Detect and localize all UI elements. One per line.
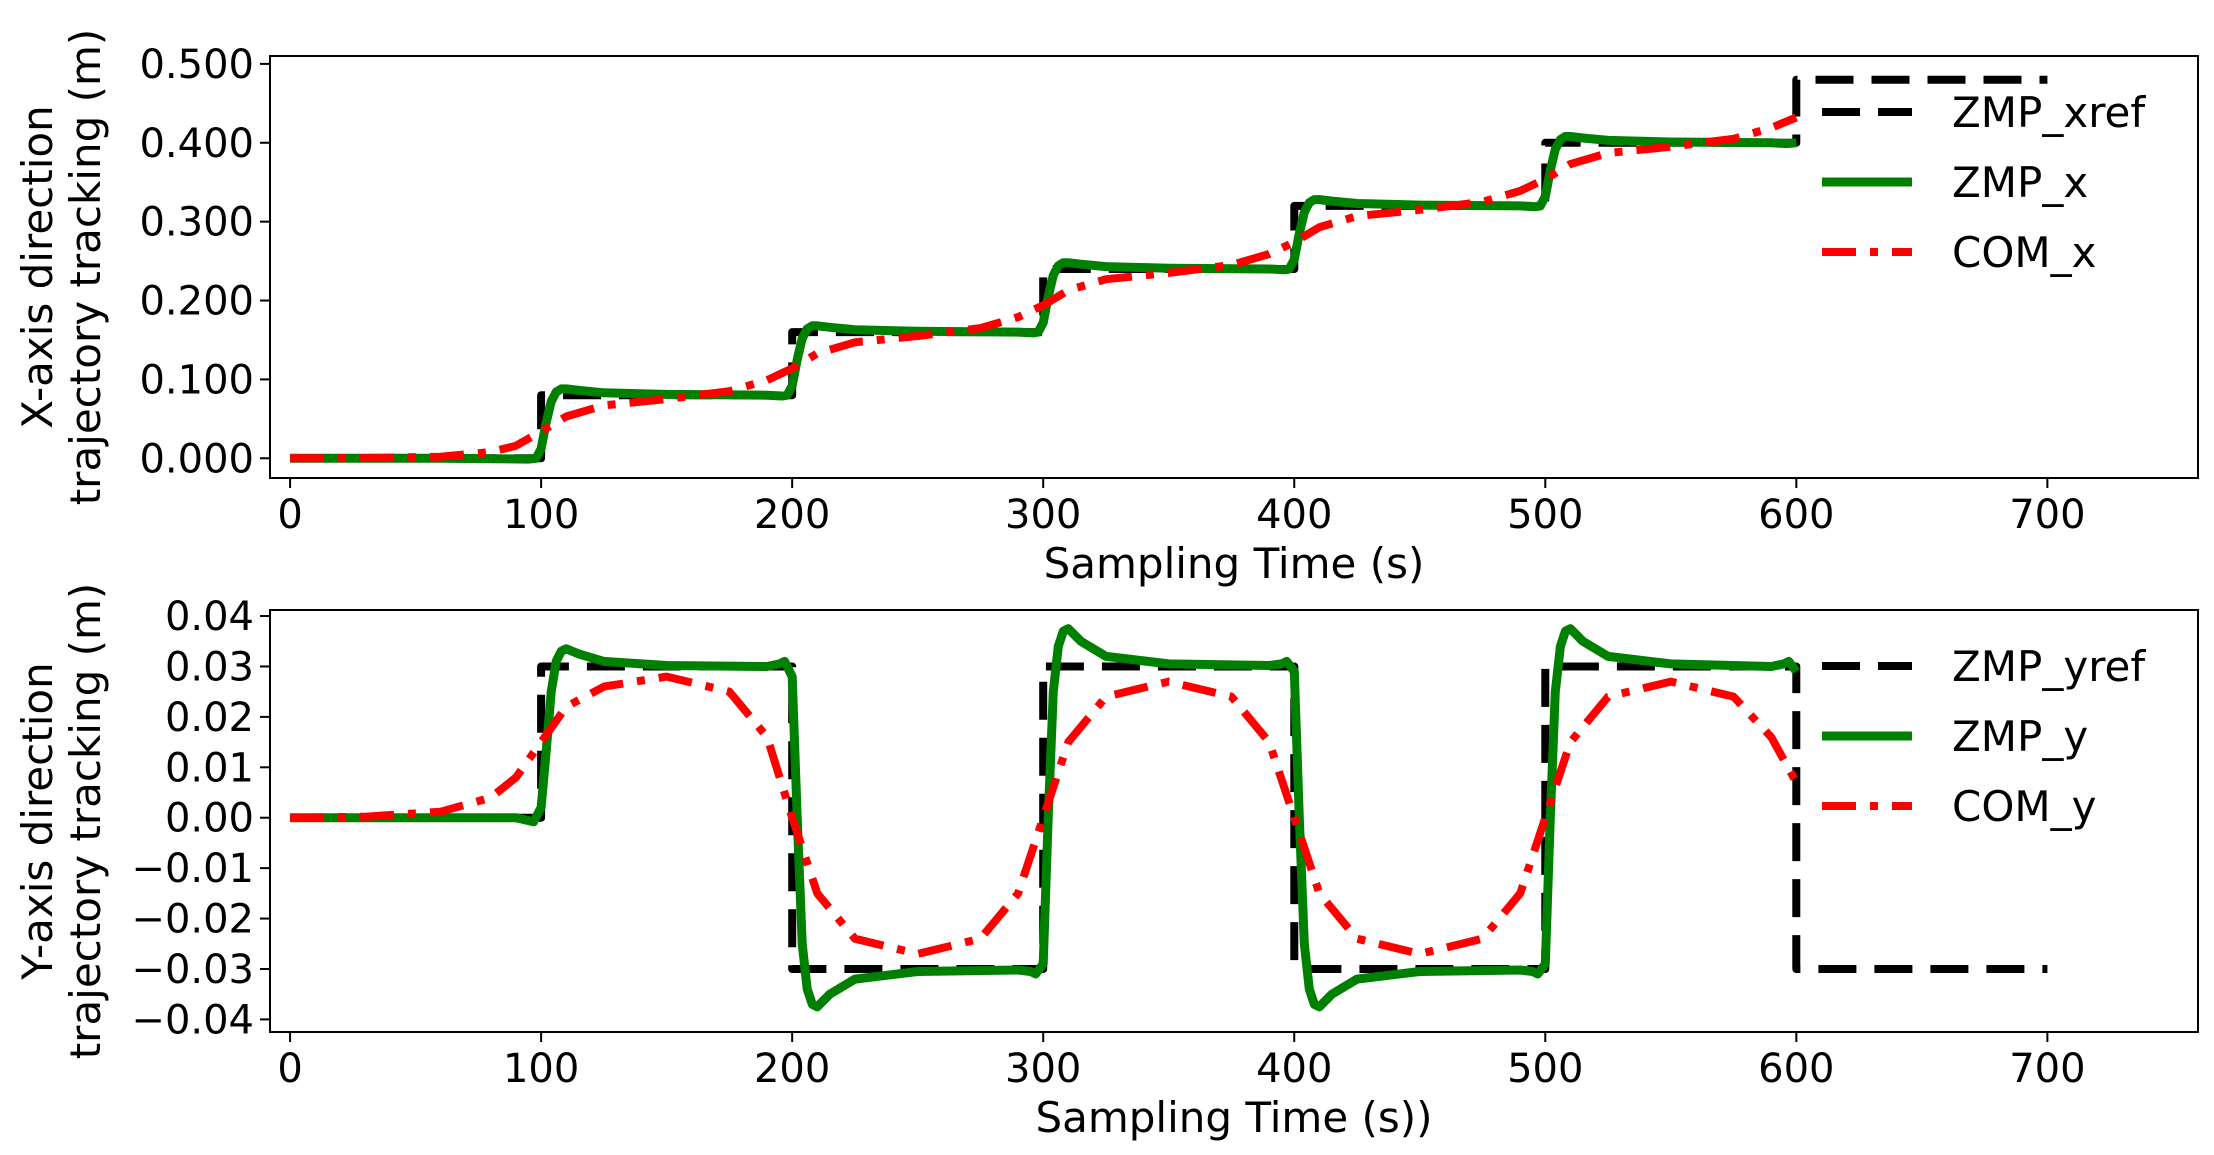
x-tick-label: 0 bbox=[277, 1046, 302, 1092]
x-tick-label: 100 bbox=[503, 1046, 579, 1092]
chart-panel-2: 0 100 200 300 400 500 600 700 0.040.03 0.020.01 0.… bbox=[13, 583, 2199, 1142]
series-line-com-x bbox=[290, 113, 1798, 463]
x-tick-label: 600 bbox=[1758, 1046, 1834, 1092]
y-axis-label-line-2: trajectory tracking (m) bbox=[61, 29, 110, 506]
series-line-zmp-y bbox=[290, 624, 1800, 1012]
y-tick-label: −0.02 bbox=[131, 897, 254, 943]
legend-label-zmp-x: ZMP_x bbox=[1952, 158, 2088, 207]
x-tick-label: 300 bbox=[1005, 1046, 1081, 1092]
x-tick-label: 400 bbox=[1256, 1046, 1332, 1092]
legend-label-com-y: COM_y bbox=[1952, 782, 2096, 831]
series-group bbox=[290, 624, 2048, 1012]
legend: ZMP_xref ZMP_x COM_x bbox=[1822, 88, 2146, 277]
series-line-zmp-x bbox=[290, 132, 1797, 464]
legend-label-com-x: COM_x bbox=[1952, 228, 2096, 277]
x-tick-label: 500 bbox=[1507, 1046, 1583, 1092]
y-tick-label: 0.01 bbox=[165, 745, 254, 791]
x-tick-label: 700 bbox=[2009, 1046, 2085, 1092]
y-tick-label: 0.200 bbox=[139, 279, 254, 325]
y-axis-label-line-1: Y-axis direction bbox=[13, 662, 62, 980]
legend: ZMP_yref ZMP_y COM_y bbox=[1822, 642, 2146, 831]
x-tick-label: 200 bbox=[754, 1046, 830, 1092]
y-tick-label: 0.300 bbox=[139, 200, 254, 246]
legend-label-zmp-y: ZMP_y bbox=[1952, 712, 2088, 761]
legend-label-zmp-xref: ZMP_xref bbox=[1952, 88, 2146, 137]
x-tick-label: 600 bbox=[1758, 492, 1834, 538]
chart-panel-1: 0 100 200 300 400 500 600 700 0.000 0.100 0.200 0.3… bbox=[13, 29, 2199, 588]
x-tick-label: 200 bbox=[754, 492, 830, 538]
plot-frame bbox=[269, 609, 2199, 1033]
x-tick-label: 300 bbox=[1005, 492, 1081, 538]
y-tick-label: 0.400 bbox=[139, 121, 254, 167]
y-tick-label: 0.100 bbox=[139, 357, 254, 403]
x-tick-label: 0 bbox=[277, 492, 302, 538]
y-tick-label: 0.000 bbox=[139, 436, 254, 482]
x-tick-label: 500 bbox=[1507, 492, 1583, 538]
x-axis-label: Sampling Time (s)) bbox=[1035, 1093, 1432, 1142]
y-tick-label: 0.500 bbox=[139, 42, 254, 88]
x-tick-label: 400 bbox=[1256, 492, 1332, 538]
y-axis-label-line-1: X-axis direction bbox=[13, 105, 62, 428]
y-tick-label: −0.03 bbox=[131, 947, 254, 993]
y-axis-label-line-2: trajectory tracking (m) bbox=[61, 583, 110, 1060]
x-tick-label: 700 bbox=[2009, 492, 2085, 538]
y-tick-label: 0.00 bbox=[165, 796, 254, 842]
series-group bbox=[290, 75, 2048, 464]
y-tick-label: 0.02 bbox=[165, 695, 254, 741]
y-tick-label: 0.03 bbox=[165, 644, 254, 690]
y-tick-label: 0.04 bbox=[165, 594, 254, 640]
x-axis-label: Sampling Time (s) bbox=[1044, 539, 1425, 588]
x-tick-label: 100 bbox=[503, 492, 579, 538]
y-tick-label: −0.01 bbox=[131, 846, 254, 892]
plot-frame bbox=[269, 55, 2199, 479]
legend-label-zmp-yref: ZMP_yref bbox=[1952, 642, 2146, 691]
series-line-com-y bbox=[290, 672, 1800, 958]
y-tick-label: −0.04 bbox=[131, 997, 254, 1043]
